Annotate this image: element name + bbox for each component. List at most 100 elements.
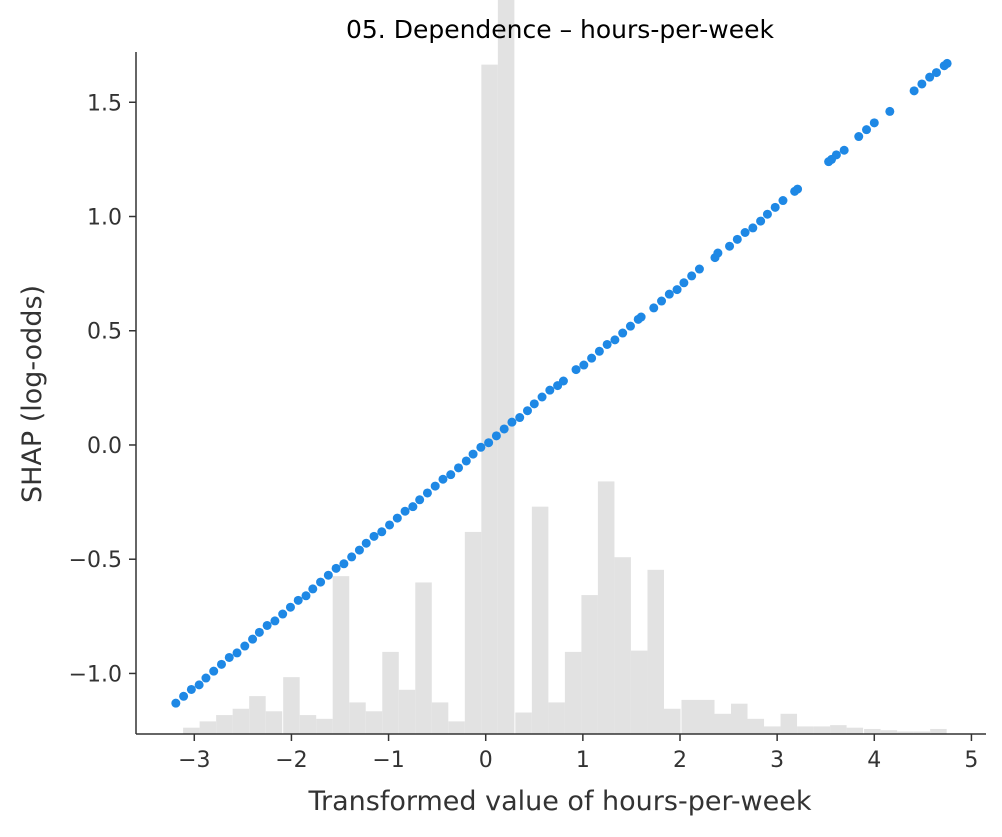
scatter-point	[408, 502, 418, 512]
x-tick-label: 2	[673, 748, 687, 773]
histogram-bar	[597, 481, 615, 734]
histogram-bar	[864, 728, 881, 734]
scatter-point	[491, 431, 501, 441]
scatter-point	[885, 106, 895, 116]
histogram-bar	[531, 506, 549, 734]
scatter-point	[687, 271, 697, 281]
scatter-point	[862, 125, 872, 135]
x-tick-label: 5	[964, 748, 978, 773]
scatter-point	[756, 216, 766, 226]
histogram-bar	[382, 651, 399, 734]
histogram-bar	[299, 715, 317, 734]
scatter-point	[468, 449, 478, 459]
scatter-points-layer	[171, 58, 952, 708]
scatter-point	[558, 376, 568, 386]
scatter-point	[537, 392, 547, 402]
scatter-point	[415, 495, 425, 505]
scatter-point	[446, 470, 456, 480]
scatter-point	[545, 385, 555, 395]
scatter-point	[625, 321, 635, 331]
scatter-point	[293, 595, 303, 605]
scatter-point	[339, 559, 349, 569]
scatter-point	[618, 328, 628, 338]
y-ticks: −1.0 −0.5 0.0 0.5 1.0 1.5	[69, 91, 136, 687]
histogram-bar	[481, 64, 498, 734]
scatter-point	[664, 289, 674, 299]
y-axis-label: SHAP (log-odds)	[17, 285, 48, 503]
scatter-point	[171, 698, 181, 708]
histogram-bar	[415, 582, 432, 734]
histogram-bar	[332, 576, 350, 734]
scatter-point	[694, 264, 704, 274]
histogram-bar	[564, 651, 582, 734]
scatter-point	[793, 184, 803, 194]
histogram-bar	[630, 650, 648, 734]
histogram-bar	[431, 702, 449, 734]
histogram-bar	[897, 731, 914, 734]
scatter-point	[770, 202, 780, 212]
scatter-point	[649, 303, 659, 313]
histogram-bar	[681, 699, 698, 734]
scatter-point	[831, 150, 841, 160]
scatter-point	[400, 506, 410, 516]
scatter-point	[323, 570, 333, 580]
histogram-bar	[464, 531, 482, 734]
y-tick-label: −1.0	[69, 662, 122, 687]
scatter-point	[232, 648, 242, 658]
scatter-point	[778, 196, 788, 206]
histogram-bar	[747, 718, 765, 734]
scatter-point	[571, 365, 581, 375]
scatter-point	[194, 680, 204, 690]
x-axis-label: Transformed value of hours-per-week	[307, 786, 811, 817]
histogram-bar	[714, 713, 731, 734]
histogram-bar	[697, 699, 715, 734]
scatter-point	[522, 406, 532, 416]
histogram-bar	[913, 731, 931, 734]
scatter-point	[515, 413, 525, 423]
scatter-point	[529, 399, 539, 409]
scatter-point	[186, 684, 196, 694]
scatter-point	[392, 513, 402, 523]
scatter-point	[209, 666, 219, 676]
scatter-point	[507, 417, 517, 427]
scatter-point	[454, 463, 464, 473]
histogram-bar	[183, 727, 200, 734]
x-tick-label: 3	[770, 748, 784, 773]
scatter-point	[422, 488, 432, 498]
x-ticks: −3 −2 −1 0 1 2 3 4 5	[178, 734, 978, 773]
x-tick-label: −3	[178, 748, 210, 773]
scatter-point	[224, 652, 234, 662]
histogram-bar	[731, 703, 748, 734]
histogram-bar	[647, 569, 664, 734]
histogram-bar	[797, 726, 814, 734]
scatter-point	[278, 609, 288, 619]
scatter-point	[254, 627, 264, 637]
scatter-point	[476, 442, 486, 452]
histogram-bar	[880, 730, 898, 734]
scatter-point	[347, 552, 357, 562]
scatter-point	[377, 527, 387, 537]
axes-layer	[135, 52, 986, 735]
histogram-bar	[930, 728, 947, 734]
scatter-point	[308, 584, 318, 594]
y-tick-label: 0.0	[87, 434, 122, 459]
scatter-point	[484, 438, 494, 448]
histogram-bar	[764, 726, 781, 734]
histogram-bar	[365, 711, 383, 734]
scatter-point	[240, 641, 250, 651]
histogram-bar	[581, 595, 598, 734]
histogram-bar	[265, 711, 283, 734]
scatter-point	[636, 312, 646, 322]
histogram-bar	[497, 0, 515, 734]
scatter-point	[594, 346, 604, 356]
scatter-point	[917, 79, 927, 89]
histogram-layer	[183, 0, 947, 734]
histogram-bar	[614, 557, 631, 734]
histogram-bar	[398, 689, 416, 734]
scatter-point	[301, 591, 311, 601]
x-tick-label: −2	[275, 748, 307, 773]
scatter-point	[361, 538, 371, 548]
scatter-point	[216, 659, 226, 669]
histogram-bar	[283, 677, 300, 734]
